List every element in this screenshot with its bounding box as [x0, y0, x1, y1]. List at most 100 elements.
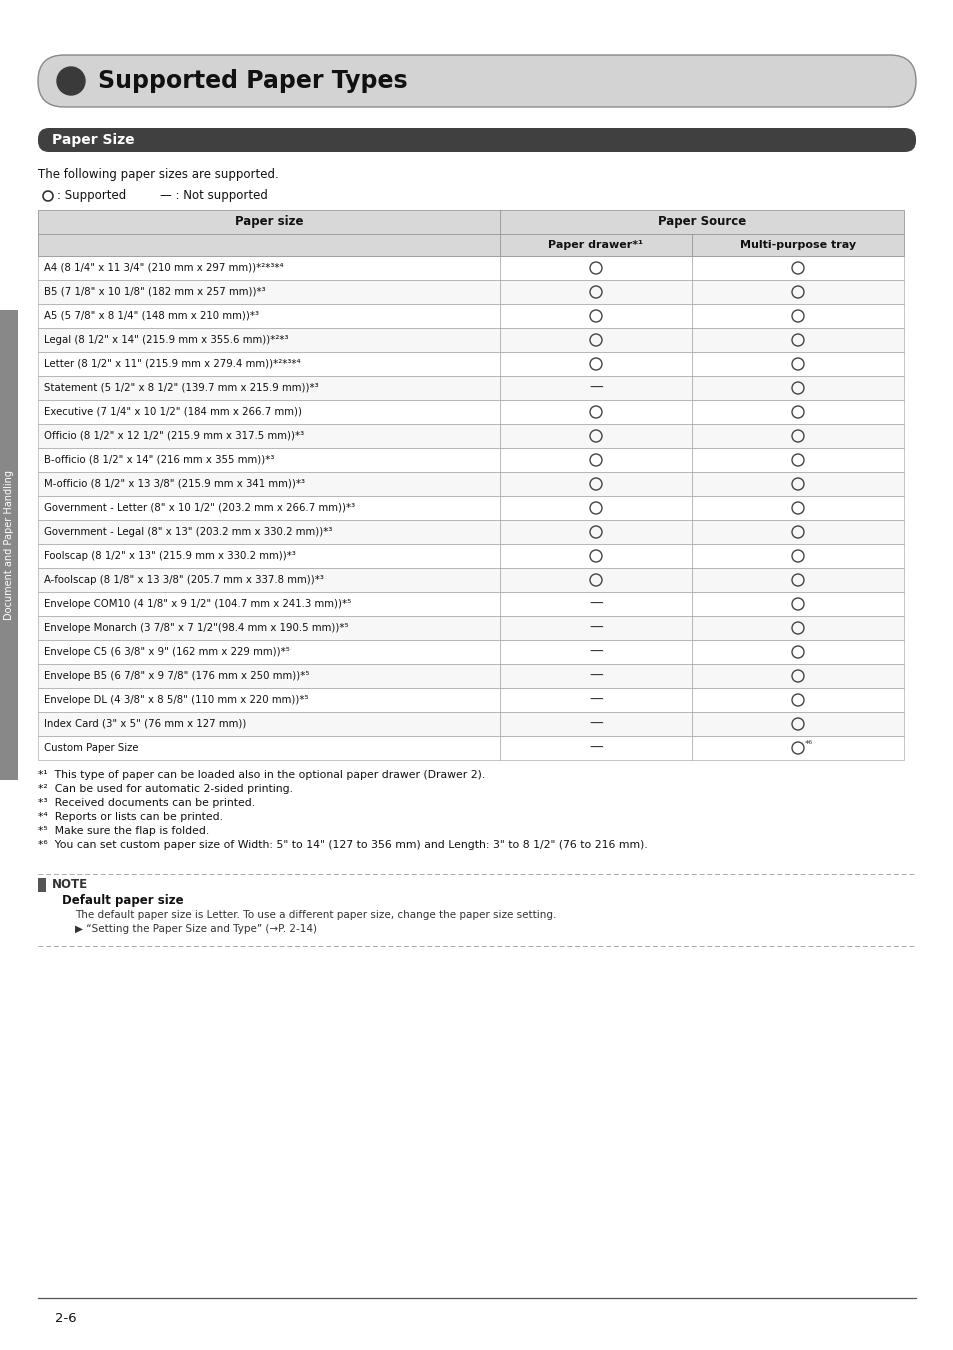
Text: A5 (5 7/8" x 8 1/4" (148 mm x 210 mm))*³: A5 (5 7/8" x 8 1/4" (148 mm x 210 mm))*³ [44, 310, 258, 321]
Bar [38, 495, 499, 520]
Bar [499, 736, 691, 760]
Text: —: — [589, 621, 602, 634]
Text: Envelope Monarch (3 7/8" x 7 1/2"(98.4 mm x 190.5 mm))*⁵: Envelope Monarch (3 7/8" x 7 1/2"(98.4 m… [44, 622, 348, 633]
Bar [691, 234, 903, 256]
Text: B-officio (8 1/2" x 14" (216 mm x 355 mm))*³: B-officio (8 1/2" x 14" (216 mm x 355 mm… [44, 455, 274, 464]
Text: Letter (8 1/2" x 11" (215.9 mm x 279.4 mm))*²*³*⁴: Letter (8 1/2" x 11" (215.9 mm x 279.4 m… [44, 359, 300, 369]
Text: Officio (8 1/2" x 12 1/2" (215.9 mm x 317.5 mm))*³: Officio (8 1/2" x 12 1/2" (215.9 mm x 31… [44, 431, 304, 441]
Bar [499, 616, 691, 640]
Bar [38, 328, 499, 352]
Bar [691, 448, 903, 472]
Bar [38, 711, 499, 736]
Bar [38, 400, 499, 424]
Bar [499, 544, 691, 568]
Text: Envelope C5 (6 3/8" x 9" (162 mm x 229 mm))*⁵: Envelope C5 (6 3/8" x 9" (162 mm x 229 m… [44, 647, 290, 657]
Bar [691, 520, 903, 544]
Bar [499, 328, 691, 352]
Bar [38, 688, 499, 711]
FancyBboxPatch shape [38, 128, 915, 153]
Text: Government - Legal (8" x 13" (203.2 mm x 330.2 mm))*³: Government - Legal (8" x 13" (203.2 mm x… [44, 526, 332, 537]
Text: Custom Paper Size: Custom Paper Size [44, 743, 138, 753]
Bar [38, 640, 499, 664]
Bar [38, 211, 499, 234]
Bar [691, 377, 903, 400]
Bar [691, 472, 903, 495]
Text: Envelope B5 (6 7/8" x 9 7/8" (176 mm x 250 mm))*⁵: Envelope B5 (6 7/8" x 9 7/8" (176 mm x 2… [44, 671, 309, 680]
Bar [38, 256, 499, 279]
Text: Paper Size: Paper Size [52, 134, 134, 147]
Text: Paper Source: Paper Source [658, 216, 745, 228]
Text: Statement (5 1/2" x 8 1/2" (139.7 mm x 215.9 mm))*³: Statement (5 1/2" x 8 1/2" (139.7 mm x 2… [44, 383, 318, 393]
Text: —: — [589, 645, 602, 659]
Text: —: — [589, 741, 602, 755]
Text: A-foolscap (8 1/8" x 13 3/8" (205.7 mm x 337.8 mm))*³: A-foolscap (8 1/8" x 13 3/8" (205.7 mm x… [44, 575, 323, 585]
FancyBboxPatch shape [38, 55, 915, 107]
Bar [499, 352, 691, 377]
Bar [499, 593, 691, 616]
Bar [38, 616, 499, 640]
Text: Index Card (3" x 5" (76 mm x 127 mm)): Index Card (3" x 5" (76 mm x 127 mm)) [44, 720, 246, 729]
Bar [38, 593, 499, 616]
Text: Executive (7 1/4" x 10 1/2" (184 mm x 266.7 mm)): Executive (7 1/4" x 10 1/2" (184 mm x 26… [44, 406, 302, 417]
Bar [691, 664, 903, 689]
Text: Foolscap (8 1/2" x 13" (215.9 mm x 330.2 mm))*³: Foolscap (8 1/2" x 13" (215.9 mm x 330.2… [44, 551, 295, 562]
Text: Legal (8 1/2" x 14" (215.9 mm x 355.6 mm))*²*³: Legal (8 1/2" x 14" (215.9 mm x 355.6 mm… [44, 335, 288, 346]
Text: M-officio (8 1/2" x 13 3/8" (215.9 mm x 341 mm))*³: M-officio (8 1/2" x 13 3/8" (215.9 mm x … [44, 479, 305, 489]
Text: —: — [589, 670, 602, 683]
Bar [499, 211, 903, 234]
Bar [691, 304, 903, 328]
Text: Supported Paper Types: Supported Paper Types [98, 69, 407, 93]
Bar [499, 400, 691, 424]
Bar [691, 352, 903, 377]
Bar [38, 279, 499, 304]
Bar [691, 328, 903, 352]
Bar [38, 664, 499, 689]
Text: —: — [589, 717, 602, 730]
Text: Document and Paper Handling: Document and Paper Handling [4, 470, 14, 620]
Bar [38, 304, 499, 328]
Text: Government - Letter (8" x 10 1/2" (203.2 mm x 266.7 mm))*³: Government - Letter (8" x 10 1/2" (203.2… [44, 504, 355, 513]
Bar [691, 736, 903, 760]
Bar [38, 736, 499, 760]
Bar [499, 664, 691, 689]
Bar [38, 568, 499, 593]
Bar [499, 711, 691, 736]
Bar [691, 279, 903, 304]
Text: : Supported: : Supported [57, 189, 126, 202]
Text: —: — [589, 597, 602, 612]
Text: — : Not supported: — : Not supported [160, 189, 268, 202]
Text: The default paper size is Letter. To use a different paper size, change the pape: The default paper size is Letter. To use… [75, 910, 556, 919]
Text: Paper size: Paper size [234, 216, 303, 228]
Bar [38, 878, 46, 892]
Bar [499, 688, 691, 711]
Bar [38, 424, 499, 448]
Text: ▶ “Setting the Paper Size and Type” (→P. 2-14): ▶ “Setting the Paper Size and Type” (→P.… [75, 923, 316, 934]
Bar [499, 640, 691, 664]
Bar [499, 472, 691, 495]
Text: Envelope COM10 (4 1/8" x 9 1/2" (104.7 mm x 241.3 mm))*⁵: Envelope COM10 (4 1/8" x 9 1/2" (104.7 m… [44, 599, 351, 609]
Bar [38, 352, 499, 377]
Text: A4 (8 1/4" x 11 3/4" (210 mm x 297 mm))*²*³*⁴: A4 (8 1/4" x 11 3/4" (210 mm x 297 mm))*… [44, 263, 283, 273]
Bar [499, 234, 691, 256]
Bar [691, 400, 903, 424]
Bar [38, 544, 499, 568]
Bar [38, 520, 499, 544]
Bar [691, 568, 903, 593]
Bar [499, 279, 691, 304]
Text: —: — [589, 381, 602, 396]
Text: Paper drawer*¹: Paper drawer*¹ [548, 240, 643, 250]
Bar [499, 377, 691, 400]
Circle shape [57, 68, 85, 94]
Bar [499, 520, 691, 544]
Bar [691, 688, 903, 711]
Bar [0, 310, 18, 780]
Bar [691, 256, 903, 279]
Text: *²  Can be used for automatic 2-sided printing.: *² Can be used for automatic 2-sided pri… [38, 784, 293, 794]
Text: Multi-purpose tray: Multi-purpose tray [740, 240, 855, 250]
Text: The following paper sizes are supported.: The following paper sizes are supported. [38, 167, 278, 181]
Bar [499, 495, 691, 520]
Bar [499, 304, 691, 328]
Text: *⁶: *⁶ [804, 741, 812, 749]
Text: B5 (7 1/8" x 10 1/8" (182 mm x 257 mm))*³: B5 (7 1/8" x 10 1/8" (182 mm x 257 mm))*… [44, 288, 265, 297]
Bar [691, 593, 903, 616]
